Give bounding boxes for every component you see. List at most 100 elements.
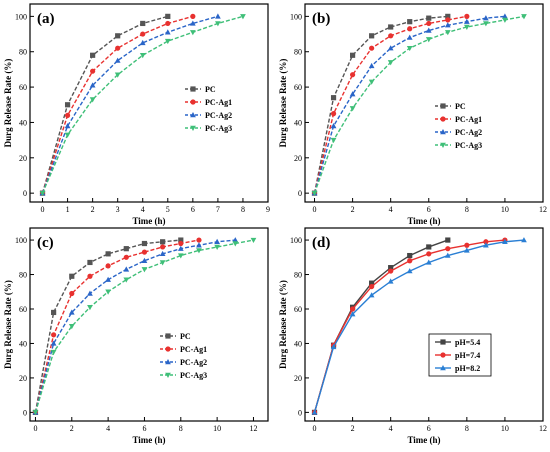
- data-point: [425, 259, 432, 265]
- data-point: [64, 132, 71, 138]
- data-point: [444, 252, 451, 258]
- data-point: [50, 349, 57, 356]
- y-tick-label: 20: [19, 154, 27, 163]
- data-point: [196, 248, 202, 254]
- x-tick-label: 8: [179, 424, 183, 433]
- data-point: [330, 111, 337, 117]
- y-tick-label: 100: [15, 236, 27, 245]
- data-point: [139, 53, 146, 59]
- legend-marker: [440, 103, 446, 109]
- data-point: [368, 62, 375, 69]
- data-series: [311, 237, 527, 415]
- data-point: [388, 265, 394, 271]
- y-axis-label: Durg Release Rate (%): [3, 59, 13, 148]
- legend: pH=5.4 pH=7.4 pH=8.2: [428, 333, 492, 377]
- data-point: [165, 13, 171, 19]
- legend-label: PC-Ag3: [455, 141, 482, 150]
- x-tick-label: 6: [427, 205, 431, 214]
- data-series: [311, 237, 508, 415]
- y-tick-label: 40: [294, 118, 302, 127]
- data-point: [502, 17, 508, 23]
- y-tick-label: 80: [19, 271, 27, 280]
- data-point: [521, 14, 527, 20]
- data-point: [140, 20, 146, 27]
- data-point: [32, 410, 39, 416]
- data-point: [214, 244, 220, 250]
- data-point: [445, 17, 451, 23]
- data-point: [39, 190, 46, 197]
- series-line: [41, 15, 219, 194]
- series-line: [313, 239, 505, 413]
- legend-label: pH=7.4: [455, 351, 480, 360]
- x-tick-label: 10: [501, 205, 509, 214]
- data-point: [165, 20, 171, 27]
- data-point: [50, 340, 57, 346]
- legend-label: PC-Ag2: [180, 358, 207, 367]
- x-axis-label: Time (h): [407, 216, 440, 226]
- data-point: [406, 45, 413, 52]
- legend-marker: [440, 339, 446, 345]
- data-point: [445, 13, 451, 19]
- x-tick-label: 9: [266, 205, 270, 214]
- x-tick-label: 4: [106, 424, 110, 433]
- chart-panel: (a) 0 1 2 3 4 5 6 7 8 9 0 20 40 60 80 100 Time (h) Durg Re…: [3, 3, 270, 226]
- series-line: [313, 239, 449, 413]
- data-point: [160, 239, 166, 245]
- data-point: [240, 14, 246, 20]
- data-point: [330, 122, 337, 129]
- x-tick-label: 2: [351, 424, 355, 433]
- legend-label: PC-Ag3: [180, 371, 207, 380]
- legend-label: pH=8.2: [455, 364, 480, 373]
- legend-label: PC-Ag1: [455, 115, 482, 124]
- data-point: [350, 72, 356, 78]
- x-tick-label: 0: [41, 205, 45, 214]
- data-series: [311, 14, 527, 197]
- data-point: [178, 237, 184, 243]
- x-tick-label: 6: [191, 205, 195, 214]
- data-point: [463, 18, 470, 24]
- legend-marker: [165, 346, 171, 352]
- legend: PC PC-Ag1 PC-Ag2 PC-Ag3: [160, 332, 207, 380]
- legend-label: PC-Ag3: [205, 124, 232, 133]
- data-point: [369, 280, 375, 286]
- data-point: [114, 72, 121, 78]
- chart-panel: (d) 0 2 4 6 8 10 12 0 20 40 60 80 100 Time (h) Durg Rel…: [278, 227, 547, 445]
- data-point: [483, 21, 489, 27]
- y-axis-label: Durg Release Rate (%): [278, 280, 288, 369]
- data-point: [68, 309, 75, 315]
- plot-frame: [304, 3, 544, 203]
- data-point: [407, 252, 413, 259]
- data-point: [140, 31, 146, 37]
- panel-label: (b): [312, 11, 330, 27]
- data-point: [87, 290, 93, 296]
- x-tick-label: 6: [427, 424, 431, 433]
- data-point: [177, 253, 184, 259]
- data-point: [105, 289, 111, 295]
- data-point: [141, 240, 148, 247]
- data-point: [425, 37, 432, 43]
- data-point: [349, 311, 356, 317]
- y-tick-label: 20: [19, 374, 27, 383]
- data-point: [502, 238, 508, 244]
- y-tick-label: 0: [298, 189, 302, 198]
- data-point: [330, 137, 337, 144]
- legend-marker: [440, 142, 446, 148]
- plot-frame: [304, 227, 544, 422]
- data-point: [87, 259, 93, 266]
- data-point: [350, 52, 356, 58]
- data-series: [32, 237, 239, 415]
- x-axis-label: Time (h): [407, 435, 440, 445]
- data-point: [444, 30, 451, 36]
- data-point: [349, 106, 356, 112]
- data-point: [105, 263, 111, 269]
- x-tick-label: 8: [241, 205, 245, 214]
- x-tick-label: 8: [465, 205, 469, 214]
- chart-panel: (c) 0 2 4 6 8 10 12 0 20 40 60 80 100 Time (h) Durg Rel…: [3, 227, 269, 445]
- legend-marker: [165, 359, 171, 365]
- x-axis-label: Time (h): [132, 216, 165, 226]
- data-point: [189, 30, 196, 36]
- legend-label: PC-Ag2: [455, 128, 482, 137]
- x-tick-label: 5: [166, 205, 170, 214]
- legend-label: PC-Ag1: [205, 98, 232, 107]
- data-point: [368, 79, 375, 85]
